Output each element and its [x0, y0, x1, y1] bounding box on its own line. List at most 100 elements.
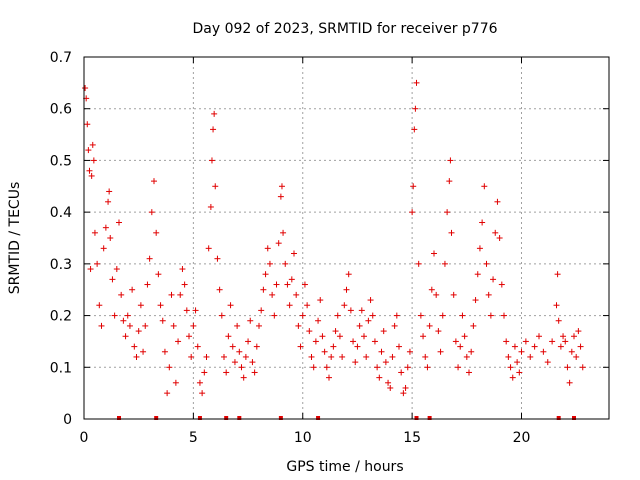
data-point: [516, 369, 523, 376]
y-axis-label: SRMTID / TECUs: [7, 182, 23, 295]
data-point: [148, 209, 155, 216]
data-point: [479, 219, 486, 226]
data-point: [168, 291, 175, 298]
x-tick-label: 10: [294, 430, 312, 446]
data-point: [501, 312, 507, 319]
data-point: [159, 317, 166, 324]
data-point: [527, 353, 534, 360]
data-point: [88, 172, 95, 179]
data-point: [402, 384, 409, 391]
data-point: [278, 183, 285, 190]
data-point: [365, 317, 372, 324]
data-point: [446, 178, 453, 185]
data-point: [336, 333, 343, 340]
data-point: [85, 147, 92, 154]
data-point: [310, 364, 317, 371]
data-point: [358, 307, 365, 314]
data-point: [492, 229, 499, 236]
data-point: [223, 369, 230, 376]
data-point: [341, 302, 348, 309]
data-point: [433, 291, 440, 298]
data-point: [317, 297, 324, 304]
data-point: [330, 343, 337, 350]
data-point: [144, 281, 151, 288]
data-point: [415, 260, 422, 267]
data-point: [142, 322, 149, 329]
data-point: [485, 291, 492, 298]
data-point: [227, 302, 234, 309]
data-point: [522, 338, 529, 345]
data-point: [90, 157, 97, 164]
data-point: [181, 281, 188, 288]
data-point: [260, 286, 267, 293]
data-point: [111, 312, 118, 319]
data-point: [476, 245, 483, 252]
data-point: [109, 276, 116, 283]
data-point: [536, 333, 542, 340]
data-point: [102, 224, 109, 231]
data-point: [120, 317, 127, 324]
data-point: [207, 203, 214, 210]
data-point: [288, 276, 295, 283]
data-point: [129, 286, 136, 293]
data-point: [455, 364, 462, 371]
data-point: [315, 317, 322, 324]
data-point: [566, 379, 573, 386]
data-point: [234, 322, 241, 329]
data-point: [444, 209, 451, 216]
x-tick-label: 15: [403, 430, 421, 446]
y-tick-label: 0.1: [50, 360, 72, 376]
y-tick-label: 0.7: [50, 50, 72, 66]
data-point: [472, 297, 479, 304]
data-point: [450, 291, 457, 298]
data-point: [531, 343, 538, 350]
data-point: [549, 338, 556, 345]
data-point: [247, 317, 254, 324]
data-point: [186, 333, 192, 340]
data-point: [439, 312, 446, 319]
data-point: [122, 333, 129, 340]
data-point: [568, 348, 575, 355]
data-point: [378, 348, 385, 355]
data-point: [161, 348, 168, 355]
data-point: [84, 121, 91, 128]
data-point: [371, 338, 378, 345]
data-point: [86, 167, 93, 174]
data-point: [164, 390, 171, 397]
data-point: [210, 126, 217, 133]
data-point: [312, 338, 319, 345]
data-point: [216, 286, 223, 293]
data-point: [240, 374, 247, 381]
data-point: [345, 271, 352, 278]
data-point: [363, 353, 370, 360]
data-point: [343, 286, 350, 293]
data-point: [503, 338, 510, 345]
data-point: [417, 312, 424, 319]
data-point: [249, 359, 256, 366]
data-point: [579, 364, 586, 371]
data-point: [557, 343, 564, 350]
data-point: [140, 348, 147, 355]
data-point: [326, 374, 332, 381]
x-axis: 0 5 10 15 20: [80, 57, 530, 446]
data-point: [299, 312, 306, 319]
data-point: [231, 359, 238, 366]
data-point: [273, 281, 280, 288]
data-point: [452, 338, 459, 345]
data-point: [211, 110, 218, 117]
data-point: [334, 312, 341, 319]
y-tick-label: 0.2: [50, 309, 72, 325]
data-point: [400, 390, 407, 397]
data-point: [412, 105, 419, 112]
plot-frame: [83, 56, 610, 420]
data-point: [277, 193, 284, 200]
data-point: [280, 229, 287, 236]
data-point: [437, 348, 444, 355]
data-point: [264, 245, 271, 252]
data-point: [98, 322, 105, 329]
data-point: [170, 322, 177, 329]
data-point: [507, 364, 514, 371]
y-tick-label: 0.4: [50, 205, 72, 221]
data-point: [297, 343, 304, 350]
data-point: [428, 286, 435, 293]
